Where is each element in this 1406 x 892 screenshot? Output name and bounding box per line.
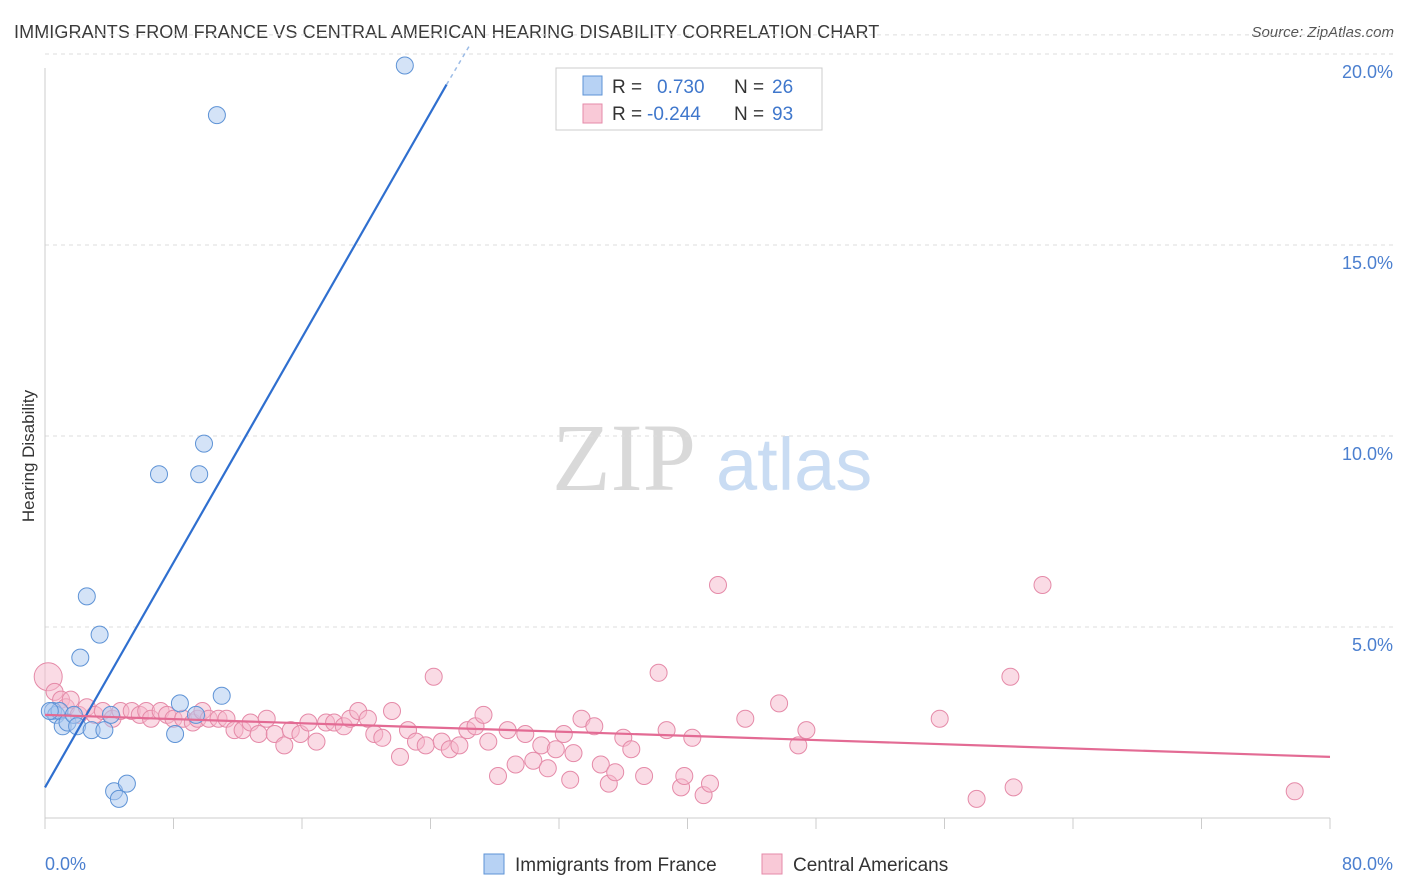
pink-point bbox=[675, 767, 694, 785]
blue-point bbox=[212, 686, 231, 705]
blue-point bbox=[77, 587, 96, 606]
series-legend: Immigrants from France Central Americans bbox=[483, 853, 948, 876]
pink-point bbox=[635, 767, 654, 785]
series-legend-label-blue: Immigrants from France bbox=[515, 855, 717, 876]
pink-point bbox=[930, 709, 949, 728]
pink-point bbox=[789, 736, 808, 755]
pink-point bbox=[701, 774, 719, 793]
watermark-atlas: atlas bbox=[716, 423, 872, 506]
series-legend-swatch-blue bbox=[483, 853, 505, 875]
pink-point bbox=[1033, 576, 1052, 594]
blue-point bbox=[117, 774, 136, 793]
pink-point bbox=[358, 709, 377, 728]
pink-point bbox=[373, 728, 392, 747]
pink-point bbox=[585, 717, 604, 736]
trendlines bbox=[44, 45, 1331, 788]
blue-point bbox=[71, 648, 90, 667]
y-tick-label: 20.0% bbox=[1342, 62, 1393, 82]
gridlines bbox=[45, 34, 1393, 628]
legend-r-value-blue: 0.730 bbox=[657, 77, 705, 98]
pink-point bbox=[649, 663, 668, 682]
blue-point bbox=[395, 56, 414, 75]
watermark-zip: ZIP bbox=[552, 404, 696, 511]
pink-point bbox=[797, 721, 816, 740]
pink-point bbox=[736, 709, 755, 728]
pink-point bbox=[383, 702, 401, 720]
blue-point bbox=[195, 434, 213, 453]
pink-point bbox=[424, 667, 443, 686]
chart-title: IMMIGRANTS FROM FRANCE VS CENTRAL AMERIC… bbox=[14, 22, 880, 42]
y-axis-title: Hearing Disability bbox=[19, 389, 38, 522]
y-tick-label: 15.0% bbox=[1342, 253, 1393, 273]
pink-point bbox=[967, 789, 986, 808]
blue-point bbox=[101, 705, 120, 724]
x-axis-ticks bbox=[44, 818, 1331, 829]
pink-point bbox=[249, 725, 268, 743]
pink-point bbox=[474, 705, 493, 724]
pink-point bbox=[561, 770, 580, 789]
y-tick-label: 5.0% bbox=[1352, 635, 1393, 655]
pink-point bbox=[770, 694, 789, 713]
blue-point bbox=[95, 721, 114, 740]
blue-point bbox=[40, 702, 59, 720]
blue-point bbox=[150, 465, 168, 484]
legend-n-value-pink: 93 bbox=[772, 104, 793, 125]
watermark: ZIP atlas bbox=[552, 404, 872, 511]
pink-point bbox=[307, 732, 326, 751]
blue-point bbox=[207, 106, 226, 125]
blue-point bbox=[90, 625, 109, 644]
pink-point bbox=[1285, 782, 1304, 801]
pink-point bbox=[1001, 667, 1020, 686]
trendline-pink bbox=[44, 713, 1331, 758]
legend-r-label-blue: R = bbox=[612, 77, 642, 98]
pink-point bbox=[479, 732, 498, 751]
blue-point bbox=[170, 694, 189, 713]
pink-point bbox=[516, 725, 535, 743]
pink-point bbox=[275, 736, 294, 755]
central-americans-points bbox=[33, 576, 1304, 808]
pink-point bbox=[538, 759, 557, 778]
pink-point bbox=[622, 740, 641, 759]
pink-point bbox=[591, 755, 610, 774]
pink-point bbox=[257, 709, 276, 728]
series-legend-swatch-pink bbox=[761, 853, 783, 875]
pink-point bbox=[606, 763, 625, 782]
trendline-blue bbox=[44, 84, 448, 788]
x-tick-label-min: 0.0% bbox=[45, 854, 86, 874]
pink-point bbox=[1004, 778, 1023, 797]
x-tick-label-max: 80.0% bbox=[1342, 854, 1393, 874]
pink-point bbox=[564, 744, 583, 763]
pink-point bbox=[554, 725, 573, 743]
blue-point bbox=[190, 465, 209, 484]
blue-point bbox=[166, 725, 185, 743]
legend-n-label-pink: N = bbox=[734, 104, 764, 125]
pink-point bbox=[416, 736, 435, 755]
legend-n-value-blue: 26 bbox=[772, 77, 793, 98]
pink-point bbox=[391, 747, 409, 766]
series-legend-label-pink: Central Americans bbox=[793, 855, 948, 876]
pink-point bbox=[546, 740, 565, 759]
legend-swatch-pink bbox=[582, 103, 603, 124]
pink-point bbox=[683, 728, 702, 747]
pink-point bbox=[450, 736, 469, 755]
blue-point bbox=[109, 789, 128, 808]
pink-point bbox=[506, 755, 525, 774]
source-credit: Source: ZipAtlas.com bbox=[1251, 24, 1394, 41]
legend-n-label-blue: N = bbox=[734, 77, 764, 98]
y-tick-label: 10.0% bbox=[1342, 444, 1393, 464]
correlation-legend: R = 0.730 N = 26 R = -0.244 N = 93 bbox=[555, 67, 823, 131]
legend-r-label-pink: R = bbox=[612, 104, 642, 125]
pink-point bbox=[489, 767, 507, 785]
pink-point bbox=[709, 576, 727, 594]
pink-point bbox=[524, 751, 543, 770]
y-tick-labels: 5.0% 10.0% 15.0% 20.0% bbox=[1342, 62, 1393, 655]
legend-r-value-pink: -0.244 bbox=[647, 104, 701, 125]
trendline-blue-extension bbox=[445, 45, 470, 85]
legend-swatch-blue bbox=[582, 75, 603, 96]
